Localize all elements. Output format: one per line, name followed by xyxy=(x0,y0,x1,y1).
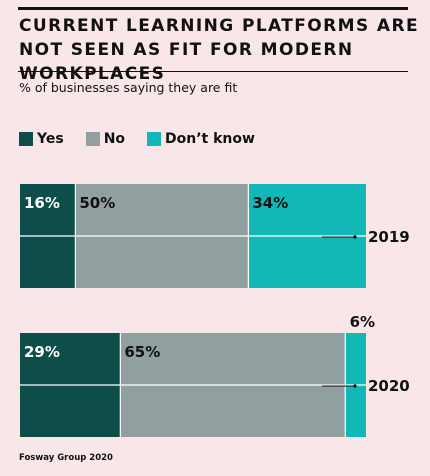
data-label-2020-no: 65% xyxy=(124,343,160,361)
data-label-2020-yes: 29% xyxy=(24,343,60,361)
legend-label-yes: Yes xyxy=(37,131,64,147)
data-label-2020-don-t-know: 6% xyxy=(350,313,375,331)
year-leader-dot-2020 xyxy=(353,384,357,388)
legend: Yes No Don’t know xyxy=(19,131,255,147)
chart-subtitle: % of businesses saying they are fit xyxy=(19,80,238,95)
year-leader-dot-2019 xyxy=(353,235,357,239)
title-divider xyxy=(18,71,408,72)
data-label-2019-no: 50% xyxy=(79,194,115,212)
year-label-2019: 2019 xyxy=(368,228,410,246)
legend-label-dont-know: Don’t know xyxy=(165,131,255,147)
legend-item-yes: Yes xyxy=(19,131,64,147)
legend-swatch-no xyxy=(85,132,100,146)
top-rule xyxy=(18,7,408,10)
legend-item-dont-know: Don’t know xyxy=(147,131,255,147)
legend-item-no: No xyxy=(85,131,126,147)
legend-swatch-dont-know xyxy=(147,132,162,146)
chart-title: CURRENT LEARNING PLATFORMS ARE NOT SEEN … xyxy=(19,16,419,84)
year-label-2020: 2020 xyxy=(368,377,410,395)
legend-swatch-yes xyxy=(19,132,33,146)
legend-label-no: No xyxy=(103,131,126,147)
data-label-2019-yes: 16% xyxy=(24,194,60,212)
source-note: Fosway Group 2020 xyxy=(19,453,113,463)
data-label-2019-don-t-know: 34% xyxy=(252,194,288,212)
